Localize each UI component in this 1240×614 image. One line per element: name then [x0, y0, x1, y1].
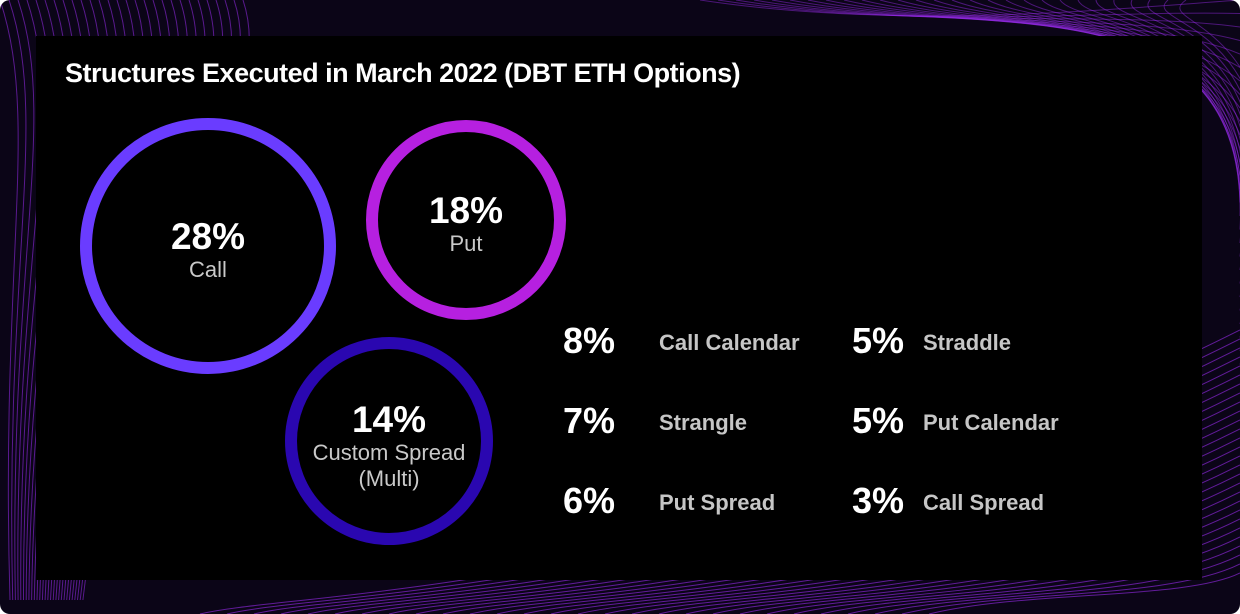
wave-line — [879, 0, 1240, 136]
bubble-name-line2: (Multi) — [358, 466, 420, 491]
wave-line — [861, 0, 1240, 122]
wave-line — [843, 0, 1240, 109]
bubble-name: Call — [189, 257, 227, 282]
wave-line — [0, 0, 19, 601]
list-item-call-spread: 3% Call Spread — [852, 480, 1044, 522]
list-item-strangle: 7% Strangle — [563, 400, 747, 442]
list-item-straddle: 5% Straddle — [852, 320, 1011, 362]
wave-line — [901, 563, 1240, 614]
bubble-pct: 28% — [170, 216, 246, 257]
item-pct: 8% — [563, 320, 616, 361]
bubble-name: Custom Spread — [312, 440, 466, 465]
list-item-call-calendar: 8% Call Calendar — [563, 320, 800, 362]
bubble-pct: 18% — [428, 190, 504, 231]
bubble-label-put: 18% Put — [429, 191, 503, 257]
item-label: Call Spread — [923, 490, 1045, 515]
wave-line — [1147, 0, 1240, 338]
item-pct: 7% — [563, 400, 616, 441]
list-item-put-calendar: 5% Put Calendar — [852, 400, 1059, 442]
item-pct: 6% — [563, 480, 616, 521]
bubble-label-custom-spread: 14% Custom Spread (Multi) — [313, 400, 466, 492]
bubble-rings — [80, 118, 566, 545]
wave-line — [14, 0, 35, 601]
wave-line — [1130, 0, 1240, 324]
item-label: Strangle — [659, 410, 748, 435]
item-pct: 5% — [852, 400, 905, 441]
wave-line — [753, 0, 1240, 41]
wave-line — [928, 572, 1240, 614]
bubble-pct: 14% — [351, 399, 427, 440]
wave-line — [1163, 0, 1240, 351]
bubble-ring-custom-spread — [285, 337, 493, 545]
wave-line — [717, 0, 1240, 18]
bubble-ring-call — [80, 118, 336, 374]
bubble-name: Put — [449, 231, 483, 256]
item-label: Straddle — [923, 330, 1012, 355]
item-label: Call Calendar — [659, 330, 800, 355]
wave-line — [915, 0, 1240, 163]
list-item-put-spread: 6% Put Spread — [563, 480, 775, 522]
item-pct: 5% — [852, 320, 905, 361]
wave-line — [699, 0, 1240, 17]
bubble-ring-put — [366, 120, 566, 320]
item-pct: 3% — [852, 480, 905, 521]
item-label: Put Calendar — [923, 410, 1059, 435]
item-label: Put Spread — [659, 490, 776, 515]
wave-line — [1179, 0, 1240, 365]
chart-panel: Structures Executed in March 2022 (DBT E… — [36, 36, 1202, 580]
bubble-label-call: 28% Call — [171, 217, 245, 283]
wave-line — [825, 0, 1240, 95]
wave-line — [735, 0, 1240, 28]
wave-line — [8, 0, 27, 601]
wave-line — [897, 0, 1240, 149]
chart-title: Structures Executed in March 2022 (DBT E… — [65, 58, 741, 88]
